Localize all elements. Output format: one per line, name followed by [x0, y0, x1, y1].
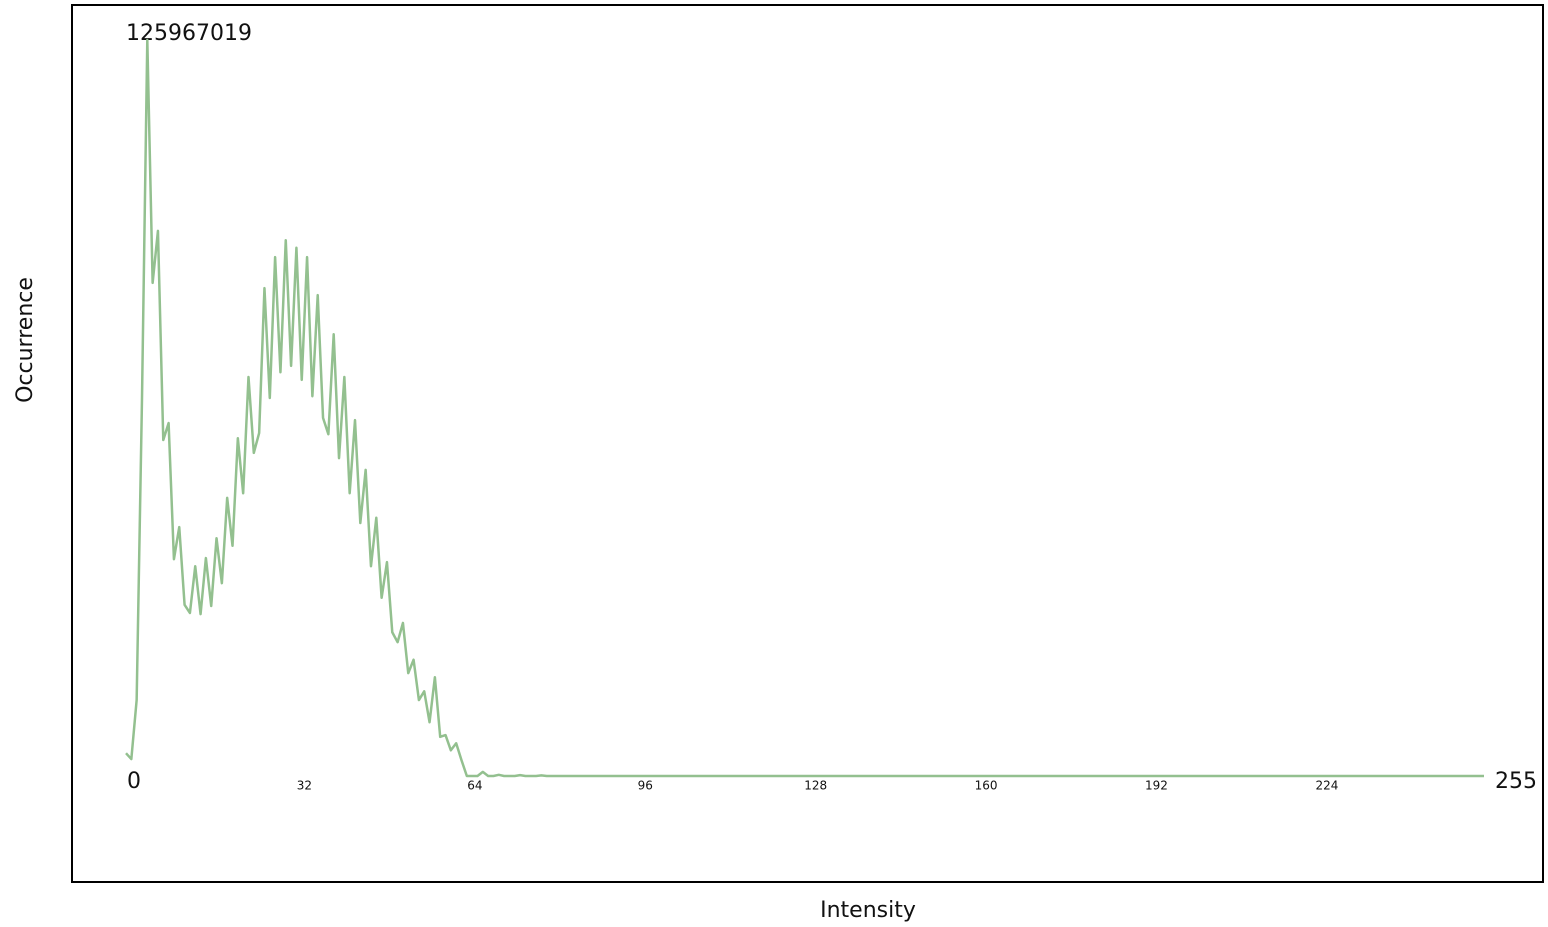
x-tick-label: 192 [1145, 779, 1168, 793]
x-tick-label: 0 [127, 769, 141, 794]
histogram-line [125, 38, 1484, 778]
x-tick-label: 32 [297, 779, 312, 793]
x-tick-label: 224 [1315, 779, 1338, 793]
x-tick-label: 128 [804, 779, 827, 793]
y-axis-label: Occurrence [13, 277, 38, 403]
x-axis-label: Intensity [820, 898, 916, 923]
y-tick-label: 125967019 [126, 21, 252, 46]
x-tick-label: 64 [467, 779, 482, 793]
x-tick-label: 96 [638, 779, 653, 793]
x-tick-label: 160 [975, 779, 998, 793]
plot-frame [71, 4, 1544, 883]
x-tick-label: 255 [1495, 769, 1537, 794]
